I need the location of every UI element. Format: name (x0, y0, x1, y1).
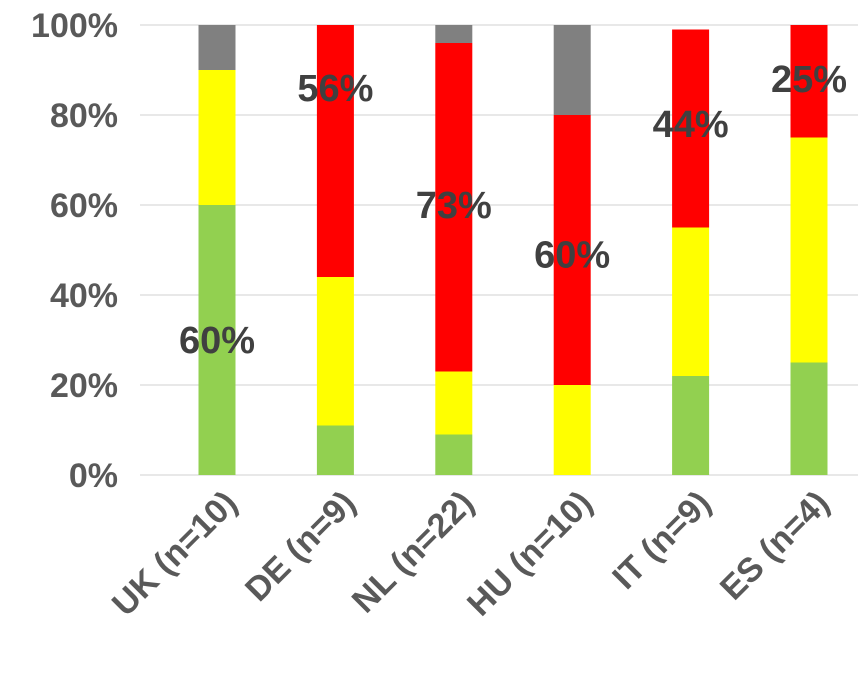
y-tick-label: 0% (69, 457, 118, 495)
x-tick-label: HU (n=10) (460, 484, 600, 624)
x-tick-label: ES (n=4) (713, 484, 837, 608)
gridlines (140, 24, 858, 476)
y-tick-label: 100% (31, 7, 118, 45)
x-tick-label: DE (n=9) (238, 484, 363, 609)
data-label: 60% (179, 320, 255, 362)
data-label: 73% (416, 185, 492, 227)
bar-segment (316, 425, 354, 475)
bar-segment (198, 25, 236, 70)
y-tick-label: 80% (50, 97, 118, 135)
bar-segment (672, 227, 710, 376)
bar-segment (198, 205, 236, 475)
x-tick-label: IT (n=9) (605, 484, 718, 597)
bars (198, 25, 828, 475)
x-tick-label: NL (n=22) (345, 484, 482, 621)
bar-segment (435, 25, 473, 43)
bar-segment (553, 385, 591, 475)
bar-segment (672, 29, 710, 228)
bar-segment (790, 362, 828, 475)
bar-segment (198, 70, 236, 205)
bar-segment (672, 376, 710, 475)
data-label: 56% (297, 68, 373, 110)
bar-segment (553, 115, 591, 385)
bar-segment (316, 277, 354, 426)
y-axis-tick-labels: 0% 20% 40% 60% 80% 100% (31, 7, 118, 495)
data-label: 25% (771, 59, 847, 101)
bar-segment (435, 43, 473, 372)
bar-segment (435, 434, 473, 475)
y-tick-label: 60% (50, 187, 118, 225)
bar-segment (553, 25, 591, 115)
data-label: 44% (653, 104, 729, 146)
bar-segment (435, 371, 473, 435)
data-label: 60% (534, 235, 610, 277)
y-tick-label: 20% (50, 367, 118, 405)
bar-segment (316, 25, 354, 277)
bar-segment (790, 137, 828, 363)
y-tick-label: 40% (50, 277, 118, 315)
data-labels: 60% 56% 73% 60% 44% 25% (179, 59, 847, 362)
x-tick-label: UK (n=10) (105, 484, 245, 624)
bar-segment (790, 25, 828, 138)
x-axis-tick-labels: UK (n=10)DE (n=9)NL (n=22)HU (n=10) IT (n… (105, 484, 837, 624)
